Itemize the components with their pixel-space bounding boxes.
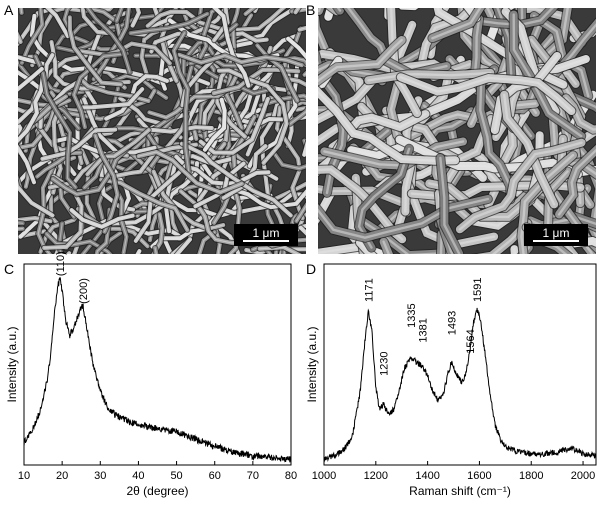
peak-annotation: 1335 — [406, 303, 418, 327]
nanofiber-texture-a — [18, 8, 306, 254]
spectrum-series-line — [323, 307, 597, 463]
x-axis-label: Raman shift (cm⁻¹) — [409, 484, 511, 498]
x-tick-label: 20 — [56, 470, 68, 482]
peak-annotation: 1381 — [418, 318, 430, 342]
peak-annotation: 1564 — [465, 329, 477, 353]
xrd-plot: 10 20 30 40 50 60 70 80 2θ (degree) Intensity (a.… — [0, 251, 300, 501]
plot-frame — [323, 263, 597, 466]
x-tick-label: 70 — [247, 470, 259, 482]
x-tick-label: 60 — [209, 470, 221, 482]
x-tick-label: 1600 — [467, 470, 491, 482]
peak-annotation: 1493 — [447, 311, 459, 335]
sem-image-a: 1 μm — [18, 8, 306, 254]
y-axis-label: Intensity (a.u.) — [5, 326, 19, 402]
x-tick-label: 1000 — [312, 470, 336, 482]
x-tick-label: 40 — [132, 470, 144, 482]
panel-letter-c: C — [4, 261, 15, 277]
peak-annotation: 1591 — [472, 277, 484, 301]
scale-bar-line-a — [243, 240, 289, 242]
x-tick-label: 30 — [94, 470, 106, 482]
peak-annotation: 1171 — [363, 278, 375, 302]
scale-bar-a: 1 μm — [234, 224, 298, 246]
scale-bar-label-b: 1 μm — [542, 226, 570, 240]
x-tick-label: 1200 — [364, 470, 388, 482]
raman-plot: 1000 1200 1400 1600 1800 2000 Raman shift (cm⁻… — [300, 258, 600, 501]
plot-frame — [23, 263, 292, 466]
y-axis-label: Intensity (a.u.) — [305, 326, 319, 402]
xrd-chart: 10 20 30 40 50 60 70 80 2θ (degree) Intensity (a.… — [5, 251, 297, 498]
panel-letter-a: A — [4, 2, 14, 18]
x-tick-label: 10 — [18, 470, 30, 482]
scale-bar-label-a: 1 μm — [252, 226, 280, 240]
raman-chart: 1000 1200 1400 1600 1800 2000 Raman shift (cm⁻… — [305, 263, 597, 498]
x-axis-label: 2θ (degree) — [126, 484, 188, 498]
peak-annotation: 1230 — [379, 351, 391, 375]
sem-image-b: 1 μm — [318, 8, 596, 254]
x-tick-label: 1400 — [415, 470, 439, 482]
peak-annotation: (110) — [55, 251, 67, 276]
scale-bar-line-b — [533, 240, 579, 242]
panel-letter-b: B — [306, 2, 316, 18]
nanofiber-texture-b — [318, 8, 596, 254]
spectrum-series-line — [23, 277, 292, 463]
x-tick-label: 80 — [285, 470, 297, 482]
x-tick-label: 2000 — [571, 470, 595, 482]
x-tick-label: 1800 — [519, 470, 543, 482]
scale-bar-b: 1 μm — [524, 224, 588, 246]
panel-letter-d: D — [306, 261, 317, 277]
peak-annotation: (200) — [78, 278, 90, 304]
x-tick-label: 50 — [170, 470, 182, 482]
